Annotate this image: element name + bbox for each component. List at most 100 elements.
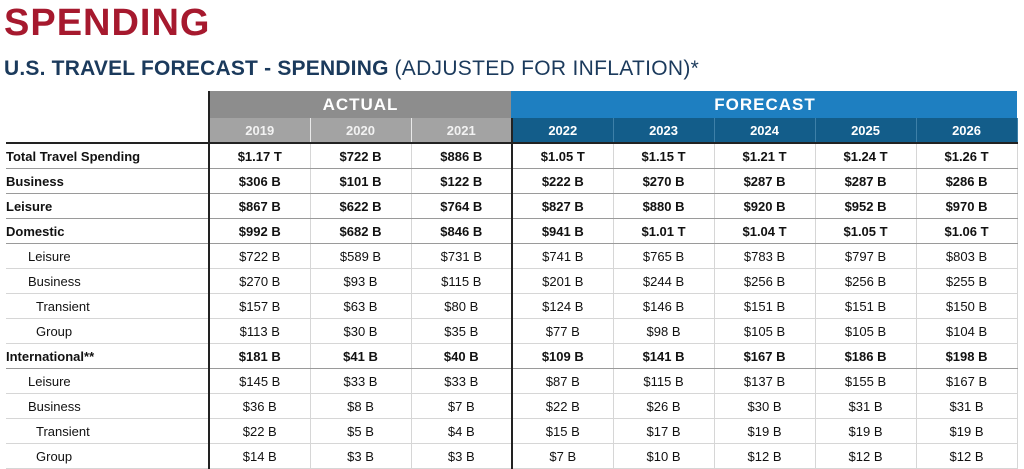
table-cell: $198 B (916, 343, 1018, 369)
year-header: 2020 (310, 118, 412, 143)
table-cell: $157 B (208, 293, 311, 319)
table-cell: $30 B (714, 393, 816, 419)
table-cell: $3 B (411, 443, 513, 469)
table-cell: $722 B (208, 243, 311, 269)
table-cell: $105 B (714, 318, 816, 344)
table-row: Transient $22 B $5 B $4 B $15 B $17 B $19 B $19… (6, 418, 1018, 444)
year-header: 2025 (815, 118, 917, 143)
table-cell: $122 B (411, 168, 513, 194)
table-cell: $5 B (310, 418, 412, 444)
table-cell: $1.15 T (613, 142, 715, 169)
row-label: Transient (6, 418, 209, 444)
table-cell: $222 B (511, 168, 614, 194)
year-header: 2019 (208, 118, 311, 143)
table-cell: $741 B (511, 243, 614, 269)
table-cell: $8 B (310, 393, 412, 419)
forecast-group-header: FORECAST (511, 91, 1018, 118)
table-cell: $33 B (411, 368, 513, 394)
year-header: 2022 (511, 118, 614, 143)
row-label: Business (6, 268, 209, 294)
table-row: Business $36 B $8 B $7 B $22 B $26 B $30 B $31 … (6, 393, 1018, 419)
table-cell: $22 B (208, 418, 311, 444)
subtitle-main: U.S. TRAVEL FORECAST - SPENDING (4, 57, 389, 80)
table-cell: $124 B (511, 293, 614, 319)
page-title: SPENDING (4, 2, 211, 44)
year-spacer (6, 118, 209, 143)
table-cell: $846 B (411, 218, 513, 244)
table-cell: $797 B (815, 243, 917, 269)
table-row: Transient $157 B $63 B $80 B $124 B $146 B $15… (6, 293, 1018, 319)
table-cell: $150 B (916, 293, 1018, 319)
table-cell: $167 B (916, 368, 1018, 394)
spending-forecast-table: ACTUAL FORECAST 2019 2020 2021 2022 2023… (6, 91, 1018, 469)
row-label: Business (6, 168, 209, 194)
year-header: 2024 (714, 118, 816, 143)
row-label: Domestic (6, 218, 209, 244)
table-cell: $270 B (613, 168, 715, 194)
table-cell: $105 B (815, 318, 917, 344)
row-label: Transient (6, 293, 209, 319)
table-subtitle: U.S. TRAVEL FORECAST - SPENDING (ADJUSTE… (4, 56, 699, 82)
table-cell: $145 B (208, 368, 311, 394)
table-row: Leisure $867 B $622 B $764 B $827 B $880 B $92… (6, 193, 1018, 219)
table-cell: $35 B (411, 318, 513, 344)
table-cell: $7 B (511, 443, 614, 469)
year-header-row: 2019 2020 2021 2022 2023 2024 2025 2026 (6, 118, 1018, 143)
table-cell: $1.21 T (714, 142, 816, 169)
actual-group-header: ACTUAL (207, 91, 513, 118)
table-cell: $80 B (411, 293, 513, 319)
row-label: Leisure (6, 243, 209, 269)
table-cell: $1.05 T (511, 142, 614, 169)
table-cell: $19 B (916, 418, 1018, 444)
table-cell: $270 B (208, 268, 311, 294)
table-cell: $886 B (411, 142, 513, 169)
table-cell: $970 B (916, 193, 1018, 219)
table-row: Domestic $992 B $682 B $846 B $941 B $1.01 T $… (6, 218, 1018, 244)
table-cell: $141 B (613, 343, 715, 369)
table-cell: $36 B (208, 393, 311, 419)
row-label: Group (6, 318, 209, 344)
table-cell: $1.01 T (613, 218, 715, 244)
table-row: Total Travel Spending $1.17 T $722 B $886 B… (6, 142, 1018, 169)
table-cell: $151 B (714, 293, 816, 319)
table-cell: $26 B (613, 393, 715, 419)
table-cell: $22 B (511, 393, 614, 419)
table-cell: $287 B (815, 168, 917, 194)
table-cell: $622 B (310, 193, 412, 219)
table-cell: $1.04 T (714, 218, 816, 244)
table-cell: $589 B (310, 243, 412, 269)
table-cell: $87 B (511, 368, 614, 394)
table-cell: $19 B (714, 418, 816, 444)
table-cell: $952 B (815, 193, 917, 219)
table-cell: $93 B (310, 268, 412, 294)
table-cell: $146 B (613, 293, 715, 319)
table-cell: $109 B (511, 343, 614, 369)
table-cell: $33 B (310, 368, 412, 394)
table-row: Group $113 B $30 B $35 B $77 B $98 B $105 B $10… (6, 318, 1018, 344)
table-cell: $31 B (916, 393, 1018, 419)
table-cell: $1.24 T (815, 142, 917, 169)
row-label: International** (6, 343, 209, 369)
table-cell: $880 B (613, 193, 715, 219)
table-cell: $992 B (208, 218, 311, 244)
table-cell: $256 B (714, 268, 816, 294)
table-cell: $201 B (511, 268, 614, 294)
table-cell: $920 B (714, 193, 816, 219)
table-cell: $115 B (411, 268, 513, 294)
table-cell: $1.06 T (916, 218, 1018, 244)
table-cell: $731 B (411, 243, 513, 269)
table-cell: $137 B (714, 368, 816, 394)
table-row: Business $270 B $93 B $115 B $201 B $244 B $25… (6, 268, 1018, 294)
year-header: 2026 (916, 118, 1018, 143)
table-cell: $803 B (916, 243, 1018, 269)
table-cell: $306 B (208, 168, 311, 194)
table-cell: $256 B (815, 268, 917, 294)
table-cell: $19 B (815, 418, 917, 444)
table-cell: $40 B (411, 343, 513, 369)
table-row: International** $181 B $41 B $40 B $109 B $14… (6, 343, 1018, 369)
table-cell: $155 B (815, 368, 917, 394)
table-row: Leisure $722 B $589 B $731 B $741 B $765 B $78… (6, 243, 1018, 269)
row-label: Leisure (6, 193, 209, 219)
table-cell: $151 B (815, 293, 917, 319)
table-cell: $827 B (511, 193, 614, 219)
